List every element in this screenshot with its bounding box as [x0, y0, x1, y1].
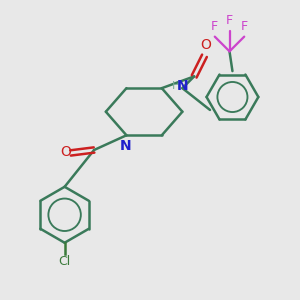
Text: O: O: [200, 38, 211, 52]
Text: N: N: [120, 139, 132, 153]
Text: O: O: [60, 146, 70, 159]
Text: F: F: [241, 20, 248, 33]
Text: H: H: [172, 81, 180, 91]
Text: F: F: [211, 20, 218, 33]
Text: Cl: Cl: [58, 255, 71, 268]
Text: N: N: [177, 79, 188, 93]
Text: F: F: [226, 14, 233, 27]
